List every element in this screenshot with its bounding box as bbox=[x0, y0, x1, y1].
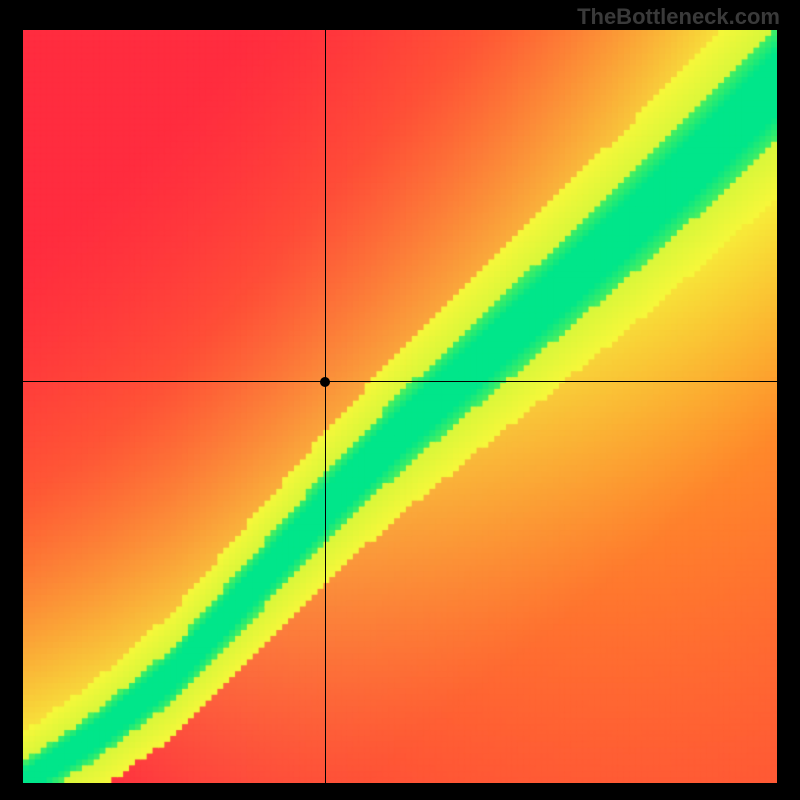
watermark-text: TheBottleneck.com bbox=[577, 4, 780, 30]
selection-marker bbox=[320, 377, 330, 387]
bottleneck-heatmap bbox=[23, 30, 777, 783]
crosshair-horizontal bbox=[23, 381, 777, 382]
chart-container: TheBottleneck.com bbox=[0, 0, 800, 800]
crosshair-vertical bbox=[325, 30, 326, 783]
